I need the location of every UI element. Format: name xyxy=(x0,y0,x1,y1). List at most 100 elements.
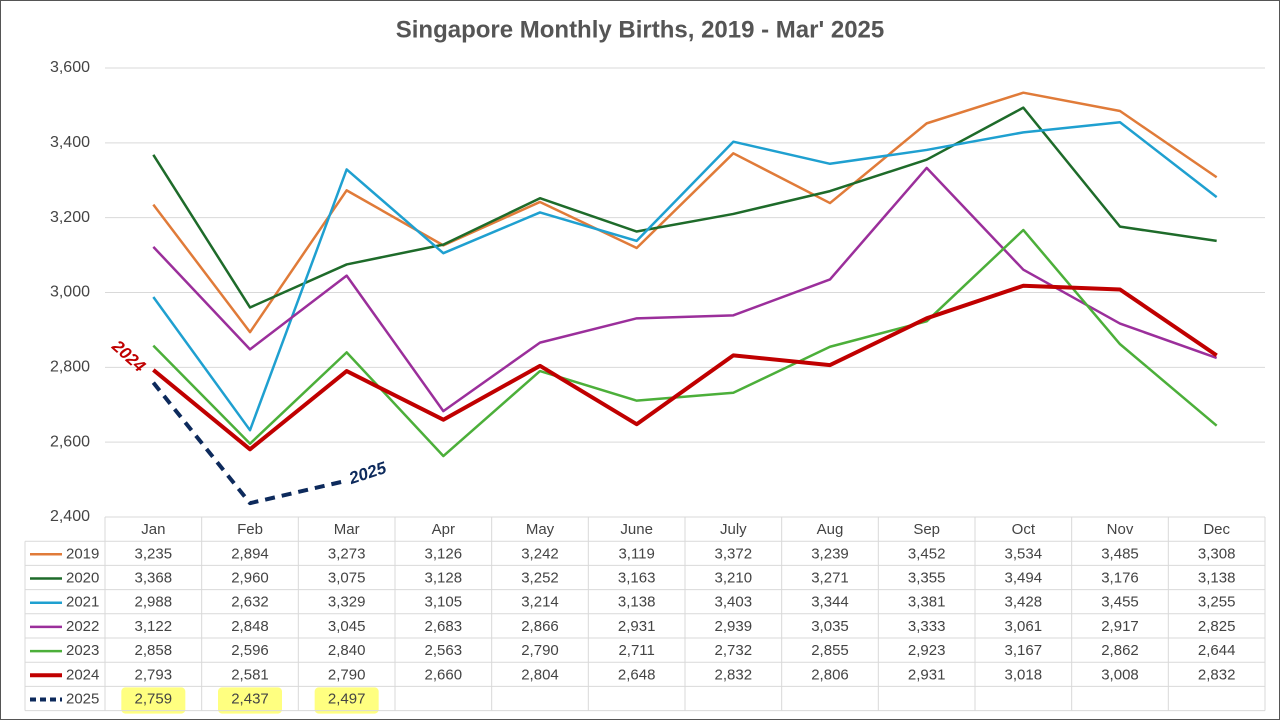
x-tick-label: Apr xyxy=(432,521,455,538)
table-cell: 2,855 xyxy=(811,642,849,659)
table-cell: 2,660 xyxy=(425,666,463,683)
x-tick-label: Mar xyxy=(334,521,360,538)
y-tick-label: 3,200 xyxy=(50,209,90,226)
table-cell: 2,644 xyxy=(1198,642,1236,659)
table-cell: 3,008 xyxy=(1101,666,1139,683)
table-cell: 3,214 xyxy=(521,594,559,611)
table-cell: 3,329 xyxy=(328,594,366,611)
table-cell: 3,271 xyxy=(811,569,849,586)
table-cell: 2,563 xyxy=(425,642,463,659)
x-tick-label: May xyxy=(526,521,555,538)
table-cell: 2,894 xyxy=(231,545,269,562)
legend-label: 2023 xyxy=(66,642,99,659)
table-cell: 3,308 xyxy=(1198,545,1236,562)
table-cell: 2,866 xyxy=(521,618,559,635)
table-cell: 3,128 xyxy=(425,569,463,586)
table-cell: 2,825 xyxy=(1198,618,1236,635)
x-tick-label: June xyxy=(620,521,653,538)
legend-label: 2024 xyxy=(66,666,99,683)
table-cell: 2,862 xyxy=(1101,642,1139,659)
table-cell: 2,711 xyxy=(618,642,654,659)
legend-label: 2019 xyxy=(66,545,99,562)
table-cell: 2,832 xyxy=(715,666,753,683)
table-cell: 3,105 xyxy=(425,594,463,611)
table-cell: 3,381 xyxy=(908,594,946,611)
x-tick-label: Jan xyxy=(141,521,165,538)
series-line xyxy=(152,283,1218,452)
table-cell: 2,648 xyxy=(618,666,656,683)
table-cell: 3,126 xyxy=(425,545,463,562)
table-cell: 3,485 xyxy=(1101,545,1139,562)
series-line xyxy=(152,121,1218,432)
table-cell: 3,255 xyxy=(1198,594,1236,611)
series-line xyxy=(152,106,1217,309)
x-tick-label: Dec xyxy=(1203,521,1230,538)
y-tick-label: 2,800 xyxy=(50,359,90,376)
legend-label: 2025 xyxy=(66,690,99,707)
cell-highlight xyxy=(121,687,186,714)
table-cell: 2,632 xyxy=(231,594,269,611)
chart-title: Singapore Monthly Births, 2019 - Mar' 20… xyxy=(396,16,885,43)
table-cell: 3,061 xyxy=(1005,618,1043,635)
table-cell: 2,437 xyxy=(231,690,269,707)
table-cell: 3,494 xyxy=(1005,569,1043,586)
table-cell: 2,848 xyxy=(231,618,269,635)
table-cell: 3,428 xyxy=(1005,594,1043,611)
table-cell: 3,455 xyxy=(1101,594,1139,611)
table-cell: 2,840 xyxy=(328,642,366,659)
table-cell: 2,931 xyxy=(618,618,656,635)
table-cell: 2,683 xyxy=(425,618,463,635)
table-cell: 3,122 xyxy=(135,618,173,635)
table-cell: 3,239 xyxy=(811,545,849,562)
table-cell: 3,368 xyxy=(135,569,173,586)
table-cell: 3,372 xyxy=(715,545,753,562)
table-cell: 3,344 xyxy=(811,594,849,611)
x-tick-label: Sep xyxy=(913,521,940,538)
series-line xyxy=(151,381,348,506)
table-cell: 3,333 xyxy=(908,618,946,635)
table-cell: 2,793 xyxy=(135,666,173,683)
table-cell: 3,138 xyxy=(1198,569,1236,586)
table-cell: 2,759 xyxy=(135,690,173,707)
table-cell: 3,252 xyxy=(521,569,559,586)
y-tick-label: 2,400 xyxy=(50,508,90,525)
table-cell: 3,210 xyxy=(715,569,753,586)
table-cell: 3,176 xyxy=(1101,569,1139,586)
y-tick-label: 3,600 xyxy=(50,59,90,76)
table-cell: 3,045 xyxy=(328,618,366,635)
y-tick-label: 3,000 xyxy=(50,284,90,301)
legend-label: 2021 xyxy=(66,594,99,611)
table-cell: 2,732 xyxy=(715,642,753,659)
table-cell: 3,273 xyxy=(328,545,366,562)
table-cell: 3,452 xyxy=(908,545,946,562)
table-cell: 2,790 xyxy=(521,642,559,659)
table-cell: 3,167 xyxy=(1005,642,1043,659)
table-cell: 3,355 xyxy=(908,569,946,586)
x-tick-label: Feb xyxy=(237,521,263,538)
table-cell: 2,497 xyxy=(328,690,366,707)
table-cell: 2,939 xyxy=(715,618,753,635)
cell-highlight xyxy=(218,687,282,714)
table-cell: 2,917 xyxy=(1101,618,1139,635)
table-cell: 2,931 xyxy=(908,666,946,683)
table-cell: 3,138 xyxy=(618,594,656,611)
table-cell: 3,163 xyxy=(618,569,656,586)
y-tick-label: 3,400 xyxy=(50,134,90,151)
legend-label: 2022 xyxy=(66,618,99,635)
series-line xyxy=(152,166,1218,413)
table-cell: 3,235 xyxy=(135,545,173,562)
table-cell: 3,075 xyxy=(328,569,366,586)
table-cell: 3,035 xyxy=(811,618,849,635)
table-cell: 2,923 xyxy=(908,642,946,659)
table-cell: 2,596 xyxy=(231,642,269,659)
series-line xyxy=(152,228,1218,458)
table-cell: 2,581 xyxy=(231,666,269,683)
x-tick-label: Nov xyxy=(1107,521,1134,538)
y-tick-label: 2,600 xyxy=(50,433,90,450)
table-cell: 2,806 xyxy=(811,666,849,683)
table-cell: 3,018 xyxy=(1005,666,1043,683)
table-cell: 3,403 xyxy=(715,594,753,611)
